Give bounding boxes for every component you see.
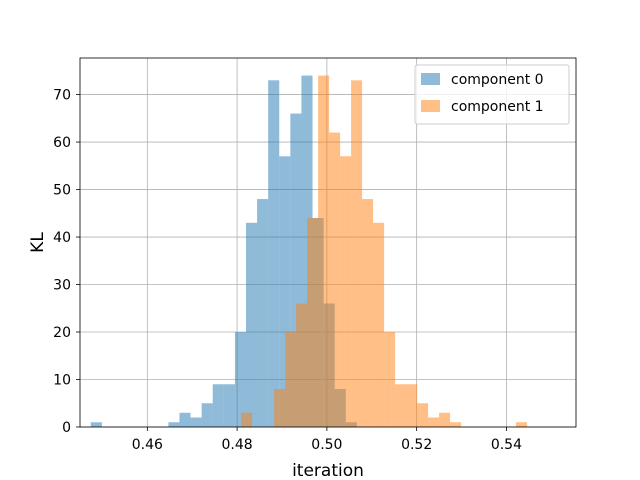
y-tick-label: 70: [53, 88, 71, 104]
histogram-bar-series-0: [212, 384, 224, 427]
histogram-bar-series-1: [406, 384, 418, 427]
plot-frame: [79, 57, 577, 428]
histogram-bar-series-1: [274, 389, 286, 427]
x-tick-label: 0.54: [491, 437, 522, 453]
histogram-bar-series-1: [329, 132, 341, 427]
histogram-bar-series-1: [395, 384, 407, 427]
histogram-bar-series-0: [268, 80, 280, 427]
x-tick-label: 0.52: [401, 437, 432, 453]
y-tick-label: 30: [53, 278, 71, 294]
histogram-bar-series-0: [223, 384, 235, 427]
histogram-bar-series-1: [318, 75, 330, 428]
bars: [90, 75, 528, 428]
histogram-bar-series-1: [428, 417, 440, 427]
y-tick-label: 20: [53, 325, 71, 341]
histogram-bar-series-0: [290, 113, 302, 427]
y-tick-label: 50: [53, 183, 71, 199]
y-tick-label: 60: [53, 135, 71, 151]
histogram-bar-series-0: [234, 332, 246, 427]
histogram-bar-series-1: [285, 332, 297, 427]
y-tick-label: 40: [53, 230, 71, 246]
x-axis-label: iteration: [292, 461, 364, 480]
histogram-bar-series-0: [279, 156, 291, 427]
legend-swatch-component-0: [421, 73, 440, 85]
histogram-bar-series-0: [190, 417, 202, 427]
histogram-bar-series-1: [241, 412, 253, 427]
histogram-bar-series-1: [450, 422, 462, 427]
x-tick-label: 0.50: [311, 437, 342, 453]
ticks: 0.46 0.48 0.50 0.52 0.54 0 10 20 30 40 50 60 70: [53, 88, 522, 453]
y-tick-label: 0: [62, 420, 71, 436]
histogram-bar-series-0: [257, 199, 269, 427]
histogram-bar-series-1: [384, 332, 396, 427]
y-axis-label: KL: [28, 232, 48, 253]
legend: component 0 component 1: [414, 64, 570, 125]
legend-swatch-component-1: [421, 100, 440, 112]
legend-label-component-0: component 0: [451, 72, 544, 88]
histogram-bar-series-0: [90, 422, 102, 427]
histogram-bar-series-1: [340, 156, 352, 427]
histogram-bar-series-1: [373, 222, 385, 427]
histogram-bar-series-0: [245, 222, 258, 427]
histogram-bar-series-1: [307, 218, 319, 427]
histogram-bar-series-0: [168, 422, 180, 427]
histogram-bar-series-1: [351, 80, 363, 427]
histogram-bar-series-0: [301, 75, 313, 428]
legend-box: [414, 64, 570, 125]
histogram-bar-series-0: [201, 403, 213, 427]
histogram-bar-series-0: [179, 412, 191, 427]
x-tick-label: 0.46: [132, 437, 163, 453]
legend-label-component-1: component 1: [451, 99, 544, 115]
x-tick-label: 0.48: [222, 437, 253, 453]
y-tick-label: 10: [53, 373, 71, 389]
histogram-bar-series-1: [296, 303, 308, 427]
histogram-bar-series-1: [516, 422, 528, 427]
histogram-bar-series-1: [362, 199, 374, 427]
histogram-bar-series-1: [439, 412, 451, 427]
histogram-bar-series-1: [417, 403, 429, 427]
